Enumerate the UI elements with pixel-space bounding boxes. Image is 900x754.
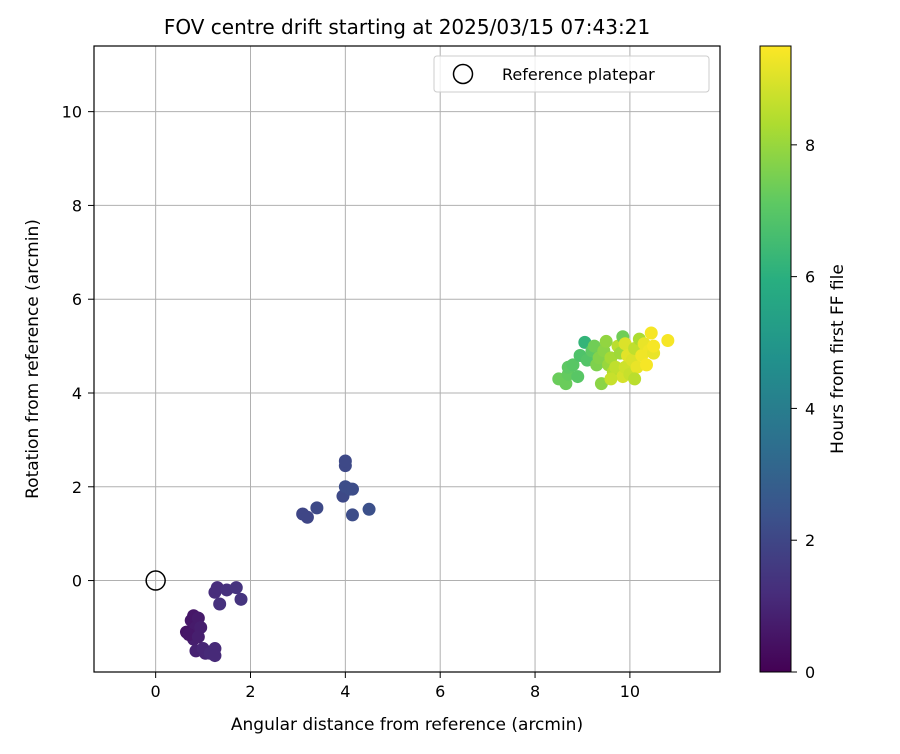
x-axis-ticks: 0 2 4 6 8 10 <box>151 672 640 701</box>
plot-frame <box>93 45 721 673</box>
reference-platepar-marker <box>145 570 166 591</box>
data-point <box>571 370 585 384</box>
data-point <box>644 326 658 340</box>
y-tick-label: 2 <box>72 478 82 497</box>
data-point <box>566 358 580 372</box>
colorbar-tick-label: 0 <box>805 663 815 682</box>
data-point <box>661 333 675 347</box>
y-tick-label: 8 <box>72 196 82 215</box>
data-point <box>310 501 324 515</box>
legend: Reference platepar <box>433 55 710 93</box>
colorbar-ticks: 0 2 4 6 8 <box>791 136 815 682</box>
x-tick-label: 10 <box>620 682 640 701</box>
y-tick-label: 6 <box>72 290 82 309</box>
colorbar-tick-label: 2 <box>805 531 815 550</box>
data-point <box>628 372 642 386</box>
data-point <box>604 372 618 386</box>
colorbar-tick-label: 6 <box>805 268 815 287</box>
legend-label: Reference platepar <box>502 65 655 84</box>
colorbar-tick-label: 4 <box>805 399 815 418</box>
data-point <box>191 630 205 644</box>
y-tick-label: 0 <box>72 572 82 591</box>
x-tick-label: 6 <box>435 682 445 701</box>
data-point <box>345 482 359 496</box>
data-point <box>639 358 653 372</box>
data-point <box>647 339 661 353</box>
colorbar-label: Hours from first FF file <box>828 264 848 454</box>
data-point <box>300 510 314 524</box>
data-point <box>345 508 359 522</box>
data-point <box>338 454 352 468</box>
colorbar-tick-label: 8 <box>805 136 815 155</box>
x-tick-label: 0 <box>151 682 161 701</box>
y-axis-label: Rotation from reference (arcmin) <box>23 219 43 499</box>
x-axis-label: Angular distance from reference (arcmin) <box>231 715 583 735</box>
y-tick-label: 10 <box>62 103 82 122</box>
chart-title: FOV centre drift starting at 2025/03/15 … <box>164 15 650 39</box>
x-tick-label: 8 <box>530 682 540 701</box>
legend-marker-open-circle <box>452 63 474 85</box>
data-point <box>213 597 227 611</box>
y-tick-label: 4 <box>72 384 82 403</box>
colorbar <box>759 45 792 673</box>
y-axis-ticks: 0 2 4 6 8 10 <box>62 103 94 591</box>
data-points <box>179 326 675 663</box>
data-point <box>229 581 243 595</box>
legend-box <box>433 55 710 93</box>
x-tick-label: 2 <box>245 682 255 701</box>
data-point <box>208 649 222 663</box>
data-point <box>362 502 376 516</box>
x-tick-label: 4 <box>340 682 350 701</box>
data-point <box>234 592 248 606</box>
data-point <box>609 360 623 374</box>
data-point <box>599 334 613 348</box>
